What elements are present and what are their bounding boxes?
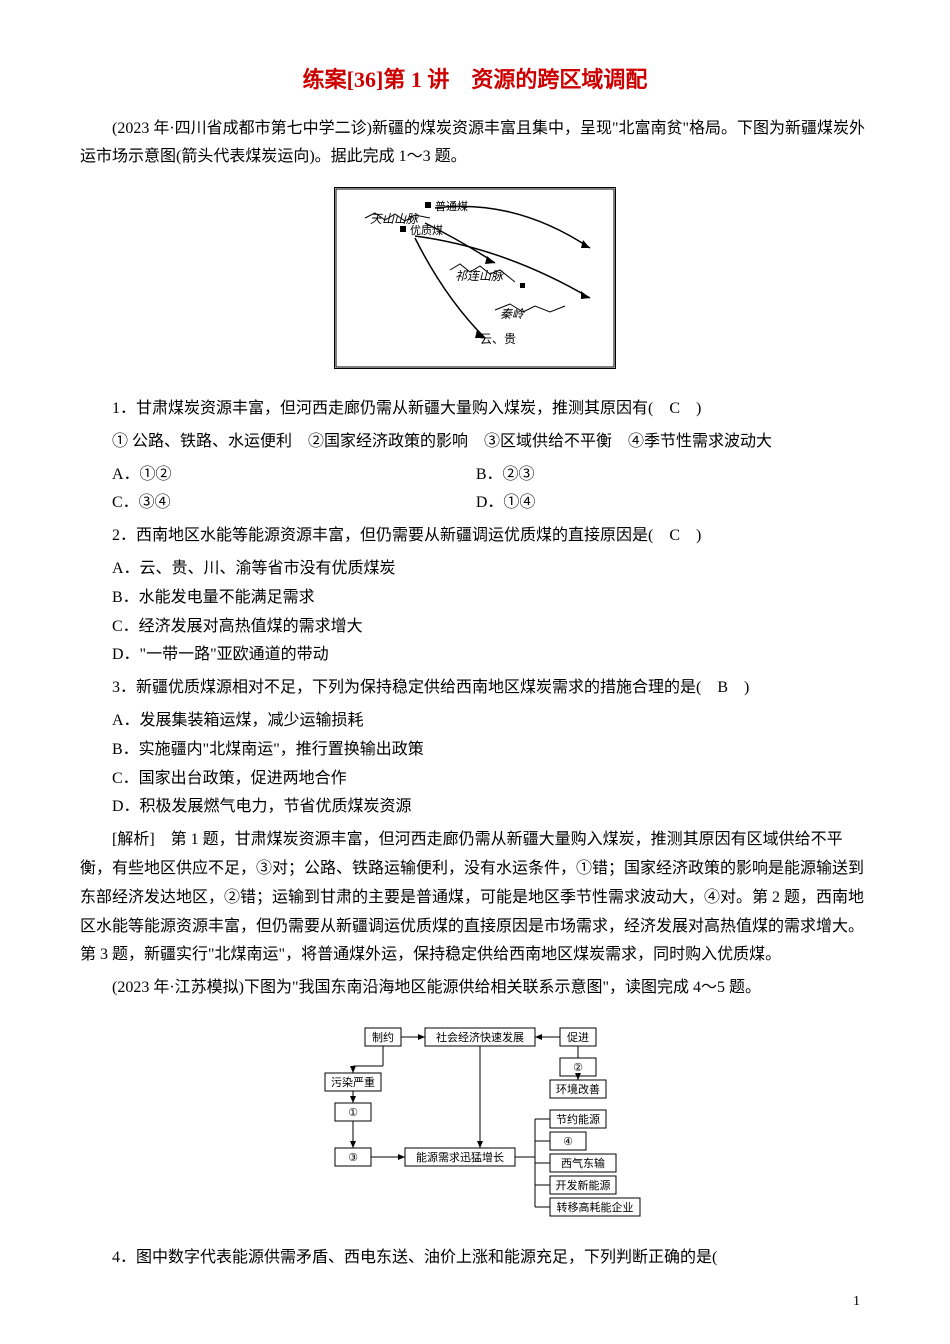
q1-option-b: B．②③: [476, 461, 840, 490]
figure-2-energy-diagram: 制约 社会经济快速发展 促进 污染严重 ② 环境改善 ① 节约能源 ③ 能源需求…: [80, 1018, 870, 1229]
q2-option-b: B．水能发电量不能满足需求: [112, 584, 902, 613]
svg-text:西气东输: 西气东输: [561, 1156, 605, 1170]
analysis-paragraph: [解析] 第 1 题，甘肃煤炭资源丰富，但河西走廊仍需从新疆大量购入煤炭，推测其…: [80, 826, 870, 970]
q1-option-c: C．③④: [112, 489, 476, 518]
svg-text:④: ④: [563, 1136, 573, 1148]
figure-1-coal-transport: 天山山脉 普通煤 优质煤 祁连山脉 秦岭 云、贵: [80, 187, 870, 380]
svg-text:制约: 制约: [372, 1031, 394, 1044]
svg-text:促进: 促进: [567, 1030, 589, 1044]
q2-stem: 2．西南地区水能等能源资源丰富，但仍需要从新疆调运优质煤的直接原因是( C ): [80, 522, 870, 551]
q2-option-c: C．经济发展对高热值煤的需求增大: [112, 613, 902, 642]
q1-sub: ① 公路、铁路、水运便利 ②国家经济政策的影响 ③区域供给不平衡 ④季节性需求波…: [80, 428, 870, 457]
q1-stem: 1．甘肃煤炭资源丰富，但河西走廊仍需从新疆大量购入煤炭，推测其原因有( C ): [80, 395, 870, 424]
q3-option-c: C．国家出台政策，促进两地合作: [112, 765, 902, 794]
q3-stem: 3．新疆优质煤源相对不足，下列为保持稳定供给西南地区煤炭需求的措施合理的是( B…: [80, 674, 870, 703]
q2-option-d: D．"一带一路"亚欧通道的带动: [112, 641, 902, 670]
q1-option-a: A．①②: [112, 461, 476, 490]
q1-option-d: D．①④: [476, 489, 840, 518]
svg-text:转移高耗能企业: 转移高耗能企业: [557, 1200, 634, 1214]
q2-option-a: A．云、贵、川、渝等省市没有优质煤炭: [112, 555, 902, 584]
svg-text:环境改善: 环境改善: [556, 1082, 600, 1096]
svg-text:节约能源: 节约能源: [556, 1112, 600, 1126]
q3-option-d: D．积极发展燃气电力，节省优质煤炭资源: [112, 793, 902, 822]
svg-text:污染严重: 污染严重: [331, 1075, 375, 1089]
q3-option-a: A．发展集装箱运煤，减少运输损耗: [112, 707, 902, 736]
intro-paragraph: (2023 年·四川省成都市第七中学二诊)新疆的煤炭资源丰富且集中，呈现"北富南…: [80, 115, 870, 173]
q3-option-b: B．实施疆内"北煤南运"，推行置换输出政策: [112, 736, 902, 765]
svg-text:③: ③: [348, 1152, 358, 1164]
svg-text:②: ②: [573, 1062, 583, 1074]
svg-text:社会经济快速发展: 社会经济快速发展: [436, 1030, 524, 1044]
svg-text:云、贵: 云、贵: [480, 332, 516, 346]
page-title: 练案[36]第 1 讲 资源的跨区域调配: [80, 60, 870, 100]
svg-text:能源需求迅猛增长: 能源需求迅猛增长: [416, 1150, 504, 1164]
svg-text:①: ①: [348, 1107, 358, 1119]
page-number: 1: [853, 1289, 860, 1314]
q4-stem: 4．图中数字代表能源供需矛盾、西电东送、油价上涨和能源充足，下列判断正确的是(: [80, 1244, 870, 1273]
svg-text:开发新能源: 开发新能源: [556, 1178, 611, 1192]
svg-text:秦岭: 秦岭: [500, 307, 525, 321]
intro2-paragraph: (2023 年·江苏模拟)下图为"我国东南沿海地区能源供给相关联系示意图"，读图…: [80, 974, 870, 1003]
